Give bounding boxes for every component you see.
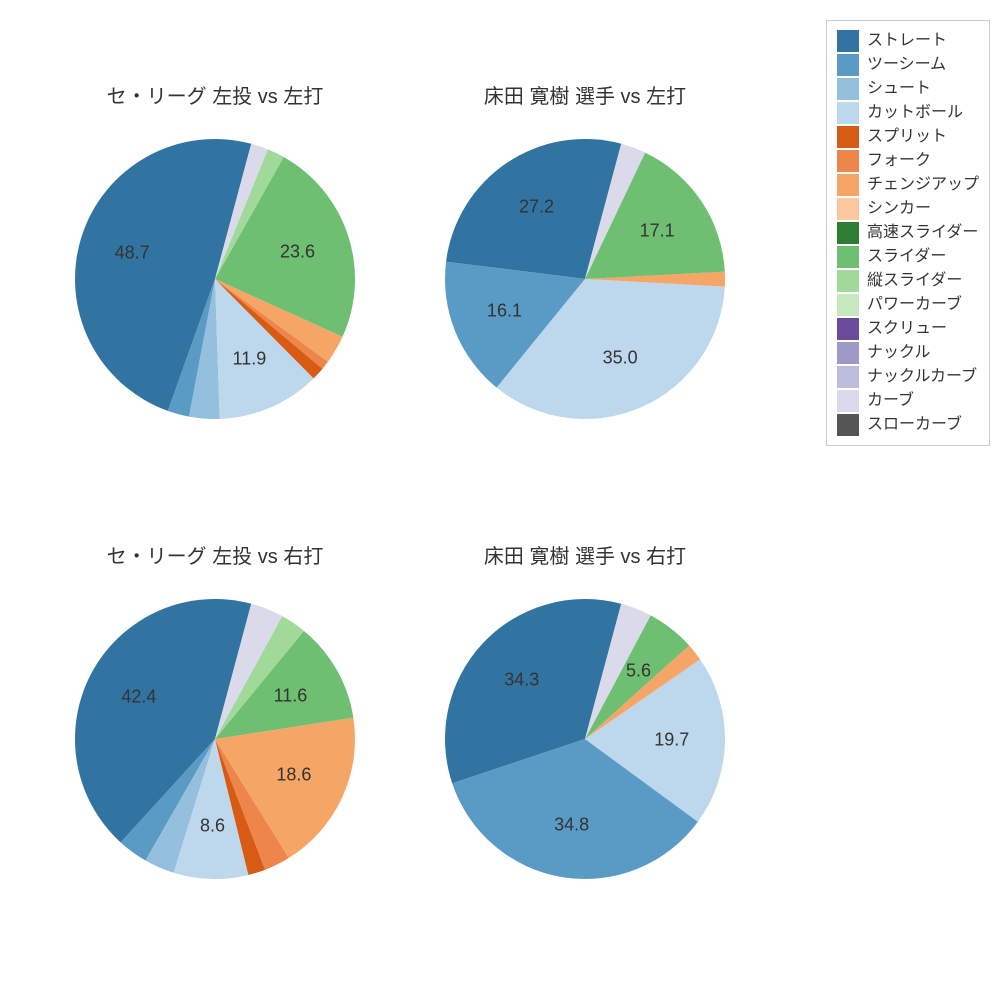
pie-topLeft: 48.7 11.9 23.6: [65, 129, 365, 429]
slice-label: 27.2: [519, 197, 554, 218]
legend-label: スライダー: [867, 245, 946, 269]
legend-item-fastSlider: 高速スライダー: [837, 221, 979, 245]
panel-title: セ・リーグ 左投 vs 右打: [40, 540, 390, 569]
panel-botLeft: セ・リーグ 左投 vs 右打 42.4 8.6 18.6 11.6: [40, 540, 390, 960]
pie-botLeft: 42.4 8.6 18.6 11.6: [65, 589, 365, 889]
legend-swatch: [837, 198, 859, 220]
legend-label: シュート: [867, 77, 931, 101]
legend-item-sinker: シンカー: [837, 197, 979, 221]
slice-label: 34.3: [504, 669, 539, 690]
panel-title: セ・リーグ 左投 vs 左打: [40, 80, 390, 109]
legend: ストレートツーシームシュートカットボールスプリットフォークチェンジアップシンカー…: [826, 20, 990, 446]
legend-item-changeup: チェンジアップ: [837, 173, 979, 197]
legend-item-shoot: シュート: [837, 77, 979, 101]
legend-swatch: [837, 54, 859, 76]
pie-topRight: 27.2 16.1 35.0 17.1: [435, 129, 735, 429]
legend-label: チェンジアップ: [867, 173, 979, 197]
slice-label: 42.4: [121, 687, 156, 708]
legend-item-slowCurve: スローカーブ: [837, 413, 979, 437]
legend-swatch: [837, 126, 859, 148]
legend-label: スローカーブ: [867, 413, 962, 437]
legend-item-twoSeam: ツーシーム: [837, 53, 979, 77]
figure: セ・リーグ 左投 vs 左打 48.7 11.9 23.6 床田 寛樹 選手 vs 左打…: [0, 0, 1000, 1000]
legend-swatch: [837, 246, 859, 268]
pie-botRight: 34.3 34.8 19.7 5.6: [435, 589, 735, 889]
panel-title: 床田 寛樹 選手 vs 左打: [410, 80, 760, 109]
slice-label: 35.0: [603, 348, 638, 369]
slice-label: 18.6: [276, 765, 311, 786]
legend-item-fork: フォーク: [837, 149, 979, 173]
legend-swatch: [837, 270, 859, 292]
legend-label: カットボール: [867, 101, 963, 125]
legend-swatch: [837, 78, 859, 100]
panel-botRight: 床田 寛樹 選手 vs 右打 34.3 34.8 19.7 5.6: [410, 540, 760, 960]
slice-label: 23.6: [280, 242, 315, 263]
legend-swatch: [837, 222, 859, 244]
legend-swatch: [837, 102, 859, 124]
legend-swatch: [837, 150, 859, 172]
panel-topLeft: セ・リーグ 左投 vs 左打 48.7 11.9 23.6: [40, 80, 390, 500]
slice-label: 11.9: [233, 348, 267, 369]
legend-item-powerCurve: パワーカーブ: [837, 293, 979, 317]
slice-label: 16.1: [487, 301, 522, 322]
slice-label: 34.8: [554, 814, 589, 835]
slice-label: 48.7: [115, 243, 150, 264]
slice-label: 19.7: [654, 730, 689, 751]
legend-label: ストレート: [867, 29, 947, 53]
legend-item-curve: カーブ: [837, 389, 979, 413]
slice-label: 17.1: [640, 220, 675, 241]
legend-item-slider: スライダー: [837, 245, 979, 269]
legend-swatch: [837, 342, 859, 364]
legend-label: 高速スライダー: [867, 221, 978, 245]
legend-item-split: スプリット: [837, 125, 979, 149]
legend-swatch: [837, 174, 859, 196]
chart-grid: セ・リーグ 左投 vs 左打 48.7 11.9 23.6 床田 寛樹 選手 vs 左打…: [40, 80, 760, 960]
legend-label: スプリット: [867, 125, 947, 149]
legend-label: ツーシーム: [867, 53, 946, 77]
slice-label: 8.6: [200, 815, 225, 836]
legend-item-knuckle: ナックル: [837, 341, 979, 365]
legend-label: フォーク: [867, 149, 931, 173]
legend-label: シンカー: [867, 197, 931, 221]
legend-label: スクリュー: [867, 317, 947, 341]
legend-label: ナックルカーブ: [867, 365, 977, 389]
legend-item-vSlider: 縦スライダー: [837, 269, 979, 293]
legend-label: ナックル: [867, 341, 931, 365]
legend-swatch: [837, 390, 859, 412]
legend-label: 縦スライダー: [867, 269, 962, 293]
panel-topRight: 床田 寛樹 選手 vs 左打 27.2 16.1 35.0 17.1: [410, 80, 760, 500]
legend-label: パワーカーブ: [867, 293, 962, 317]
legend-item-knuckleCurve: ナックルカーブ: [837, 365, 979, 389]
legend-swatch: [837, 318, 859, 340]
panel-title: 床田 寛樹 選手 vs 右打: [410, 540, 760, 569]
legend-swatch: [837, 414, 859, 436]
legend-swatch: [837, 366, 859, 388]
legend-swatch: [837, 294, 859, 316]
legend-label: カーブ: [867, 389, 914, 413]
legend-item-cutball: カットボール: [837, 101, 979, 125]
legend-item-screw: スクリュー: [837, 317, 979, 341]
slice-label: 11.6: [274, 686, 308, 707]
legend-item-straight: ストレート: [837, 29, 979, 53]
slice-label: 5.6: [626, 660, 651, 681]
legend-swatch: [837, 30, 859, 52]
